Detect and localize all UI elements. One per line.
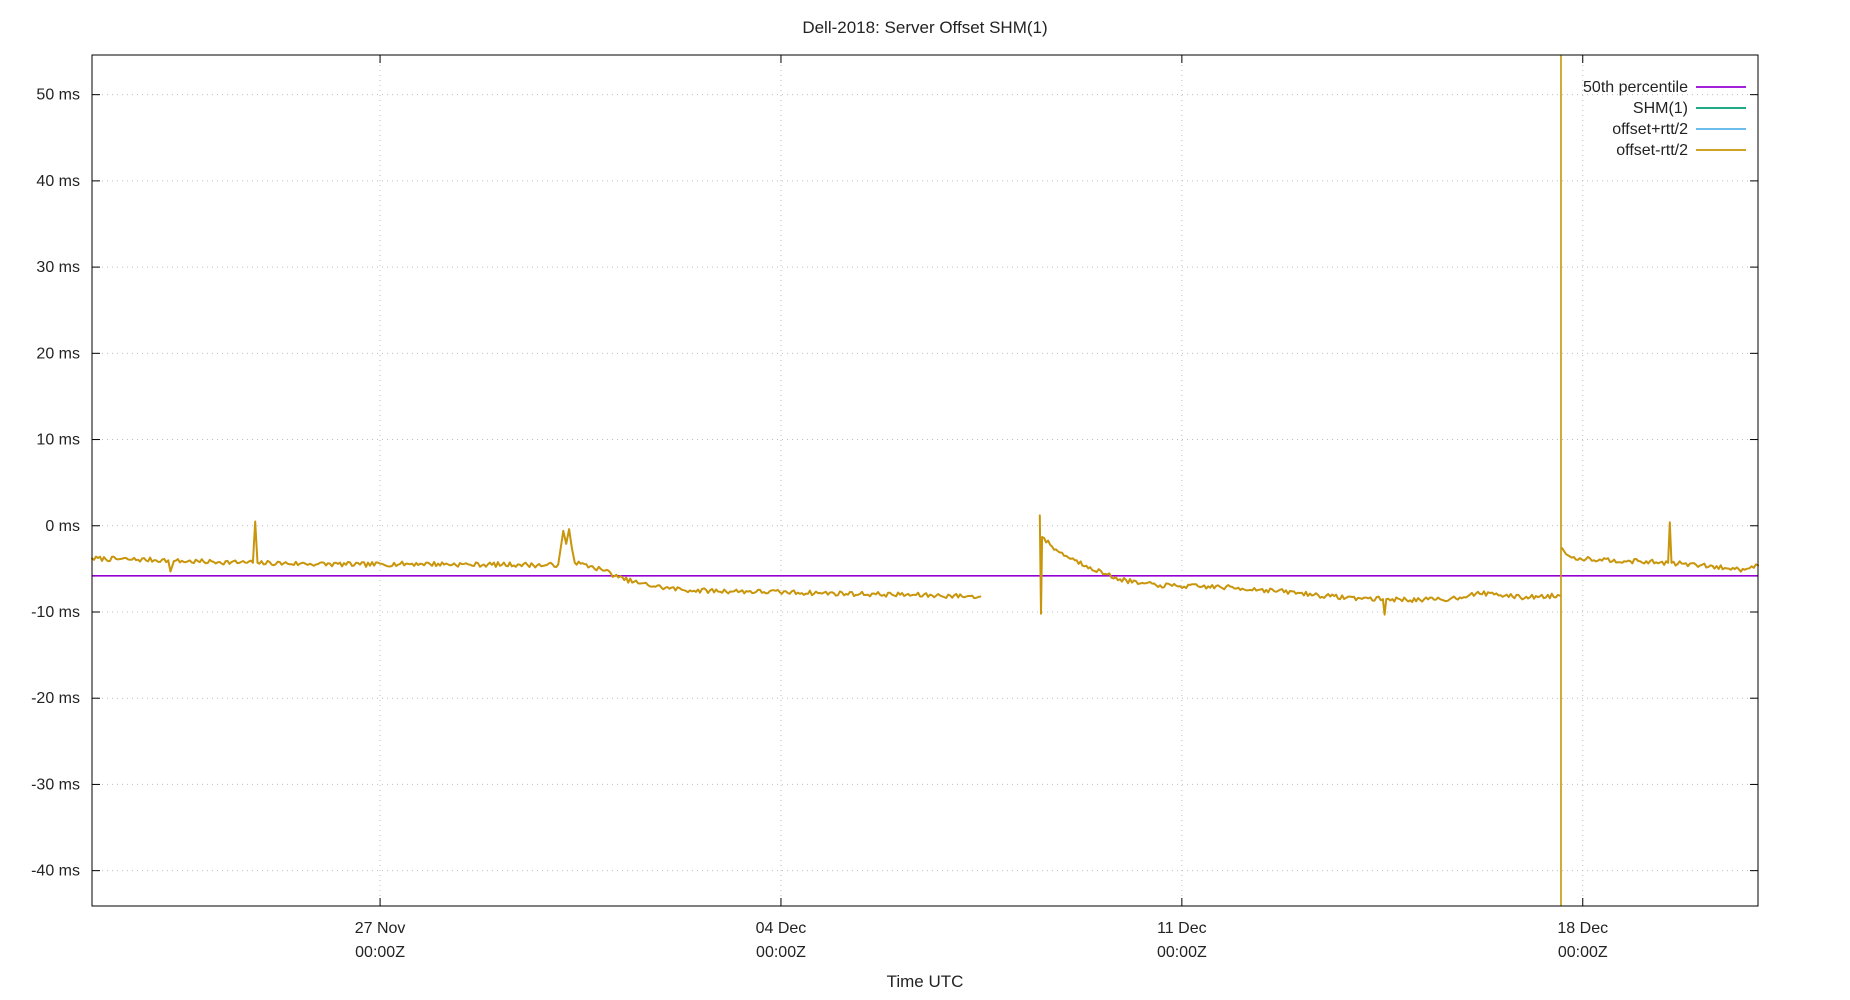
y-tick-label: 40 ms — [36, 173, 80, 190]
y-tick-label: 30 ms — [36, 259, 80, 276]
legend-label: 50th percentile — [1583, 79, 1688, 96]
y-tick-label: -40 ms — [31, 863, 80, 880]
x-axis-title: Time UTC — [886, 972, 964, 991]
y-tick-label: -30 ms — [31, 776, 80, 793]
x-tick-sublabel: 00:00Z — [1157, 944, 1207, 961]
legend-label: offset+rtt/2 — [1612, 121, 1688, 138]
x-tick-sublabel: 00:00Z — [756, 944, 806, 961]
x-tick-label: 27 Nov — [355, 920, 406, 937]
data-trace — [1038, 514, 1561, 616]
x-tick-sublabel: 00:00Z — [355, 944, 405, 961]
chart-title: Dell-2018: Server Offset SHM(1) — [802, 18, 1048, 37]
y-tick-label: 50 ms — [36, 87, 80, 104]
data-trace — [91, 520, 982, 600]
plot-border — [91, 54, 1759, 907]
legend-label: SHM(1) — [1633, 100, 1688, 117]
x-tick-label: 18 Dec — [1557, 920, 1608, 937]
y-tick-label: 0 ms — [45, 518, 80, 535]
y-tick-label: 10 ms — [36, 432, 80, 449]
x-tick-label: 04 Dec — [756, 920, 807, 937]
data-trace — [1561, 521, 1759, 573]
x-tick-label: 11 Dec — [1157, 920, 1207, 937]
y-tick-label: -20 ms — [31, 690, 80, 707]
y-tick-label: -10 ms — [31, 604, 80, 621]
x-tick-sublabel: 00:00Z — [1558, 944, 1608, 961]
legend-label: offset-rtt/2 — [1616, 142, 1688, 159]
y-tick-label: 20 ms — [36, 345, 80, 362]
